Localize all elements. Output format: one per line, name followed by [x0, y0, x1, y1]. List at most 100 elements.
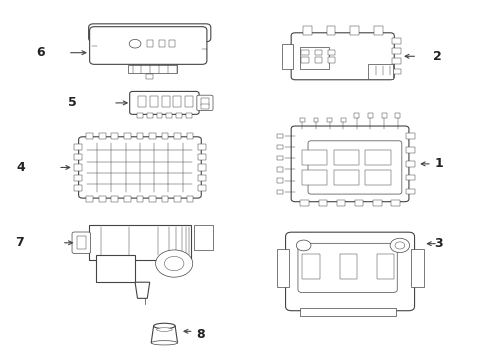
Bar [300, 47, 329, 69]
Bar [407, 175, 416, 180]
Bar [392, 48, 401, 54]
Bar [176, 113, 182, 118]
Bar [74, 164, 81, 171]
Bar [368, 64, 393, 79]
Bar [302, 150, 327, 165]
FancyBboxPatch shape [291, 33, 394, 80]
Bar [162, 95, 170, 107]
FancyBboxPatch shape [78, 137, 201, 198]
Bar [198, 154, 206, 160]
Bar [303, 26, 312, 35]
Bar [147, 113, 153, 118]
Bar [137, 195, 144, 202]
Text: 5: 5 [68, 96, 76, 109]
Bar [174, 133, 181, 139]
Bar [86, 133, 93, 139]
Bar [198, 144, 206, 150]
Bar [374, 26, 383, 35]
Bar [194, 225, 213, 250]
Bar [185, 95, 193, 107]
Bar [149, 195, 156, 202]
Polygon shape [96, 255, 135, 282]
Circle shape [390, 238, 410, 253]
Bar [139, 95, 147, 107]
Text: 4: 4 [16, 161, 25, 174]
Text: 8: 8 [196, 328, 205, 341]
Bar [112, 195, 118, 202]
Bar [301, 50, 309, 55]
Bar [128, 65, 176, 73]
Bar [277, 179, 283, 183]
Circle shape [164, 256, 184, 271]
Bar [169, 40, 174, 47]
Circle shape [296, 240, 311, 251]
Bar [99, 195, 106, 202]
Bar [77, 237, 86, 249]
Bar [277, 189, 283, 194]
Bar [355, 200, 364, 206]
Bar [277, 134, 283, 138]
Bar [302, 170, 327, 185]
Bar [174, 195, 181, 202]
Bar [315, 50, 322, 55]
Bar [350, 26, 359, 35]
Bar [186, 113, 192, 118]
Bar [159, 40, 165, 47]
Circle shape [156, 250, 193, 277]
Bar [89, 225, 191, 260]
Bar [377, 253, 394, 279]
Bar [366, 150, 391, 165]
Bar [337, 200, 345, 206]
Polygon shape [135, 282, 150, 298]
FancyBboxPatch shape [89, 24, 211, 42]
Bar [334, 150, 359, 165]
Bar [277, 167, 283, 172]
Bar [327, 118, 332, 122]
Bar [302, 253, 319, 279]
FancyBboxPatch shape [308, 141, 402, 194]
FancyBboxPatch shape [298, 243, 397, 292]
Bar [328, 57, 335, 63]
Bar [147, 40, 153, 47]
Text: 2: 2 [433, 50, 442, 63]
Bar [392, 69, 401, 75]
Bar [162, 133, 169, 139]
Bar [124, 133, 131, 139]
Bar [124, 195, 131, 202]
Bar [74, 185, 81, 191]
Bar [340, 253, 357, 279]
Text: 3: 3 [435, 237, 443, 250]
Bar [299, 308, 396, 316]
Bar [301, 57, 309, 63]
Bar [300, 118, 305, 122]
Bar [137, 133, 144, 139]
Bar [276, 249, 289, 287]
Bar [412, 249, 423, 287]
Bar [328, 50, 335, 55]
Bar [326, 26, 335, 35]
FancyBboxPatch shape [197, 95, 213, 111]
Bar [391, 200, 400, 206]
Bar [74, 154, 81, 160]
Bar [201, 104, 209, 109]
Text: 1: 1 [435, 157, 443, 170]
Bar [173, 95, 181, 107]
Bar [201, 98, 209, 105]
Text: 6: 6 [36, 46, 45, 59]
Bar [198, 164, 206, 171]
Circle shape [129, 40, 141, 48]
Circle shape [395, 242, 405, 249]
Bar [112, 133, 118, 139]
Bar [150, 95, 158, 107]
FancyBboxPatch shape [130, 91, 199, 114]
Bar [300, 200, 309, 206]
FancyBboxPatch shape [72, 232, 91, 253]
Bar [157, 113, 162, 118]
Bar [99, 133, 106, 139]
Bar [334, 170, 359, 185]
Bar [366, 170, 391, 185]
Polygon shape [151, 326, 177, 343]
Bar [407, 161, 416, 167]
Bar [277, 145, 283, 149]
Bar [86, 195, 93, 202]
